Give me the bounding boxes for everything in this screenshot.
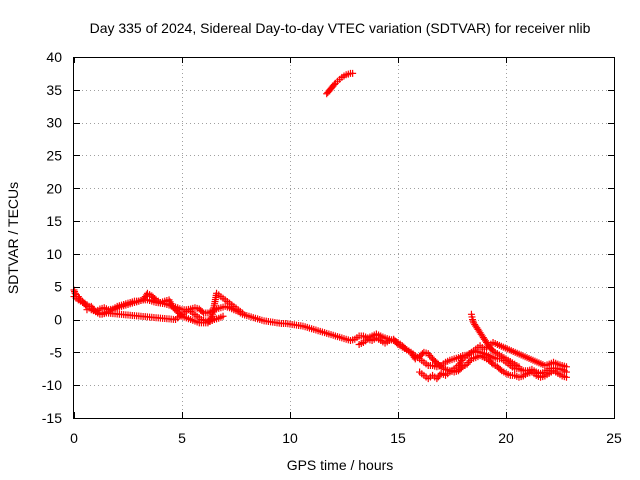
plot-frame [73,57,615,419]
x-tick-label: 10 [282,430,298,446]
y-tick-label: 15 [46,213,62,229]
y-tick-label: -5 [50,344,63,360]
data-point [71,289,79,297]
y-tick-labels: -15 -10 -5 0 5 10 15 20 25 30 35 40 [42,49,62,426]
x-tick-label: 15 [390,430,406,446]
data-point [458,357,466,365]
y-tick-label: 5 [54,279,62,295]
data-point [436,361,444,369]
data-point [562,363,570,371]
x-tick-label: 5 [178,430,186,446]
x-axis-label: GPS time / hours [287,457,394,473]
chart-title: Day 335 of 2024, Sidereal Day-to-day VTE… [90,20,591,36]
axis-ticks [74,57,615,419]
data-point [219,312,227,320]
y-axis-label: SDTVAR / TECUs [5,182,21,294]
y-tick-label: 30 [46,115,62,131]
y-tick-label: 0 [54,312,62,328]
data-point [75,294,83,302]
x-tick-labels: 0 5 10 15 20 25 [70,430,622,446]
data-point [488,359,496,367]
y-tick-label: 35 [46,82,62,98]
y-tick-label: 40 [46,49,62,65]
y-tick-label: -10 [42,377,62,393]
x-tick-label: 20 [498,430,514,446]
data-point [238,309,246,317]
y-tick-label: 20 [46,180,62,196]
y-tick-label: 10 [46,246,62,262]
data-point [198,308,206,316]
data-point [562,373,570,381]
data-point [496,365,504,373]
y-tick-label: 25 [46,147,62,163]
data-point [515,363,523,371]
x-tick-label: 0 [70,430,78,446]
grid-lines [74,57,614,418]
y-tick-label: -15 [42,410,62,426]
data-point [151,295,159,303]
x-tick-label: 25 [606,430,622,446]
data-series-sdtvar [70,69,570,383]
data-point [330,81,338,89]
data-point [349,69,357,77]
